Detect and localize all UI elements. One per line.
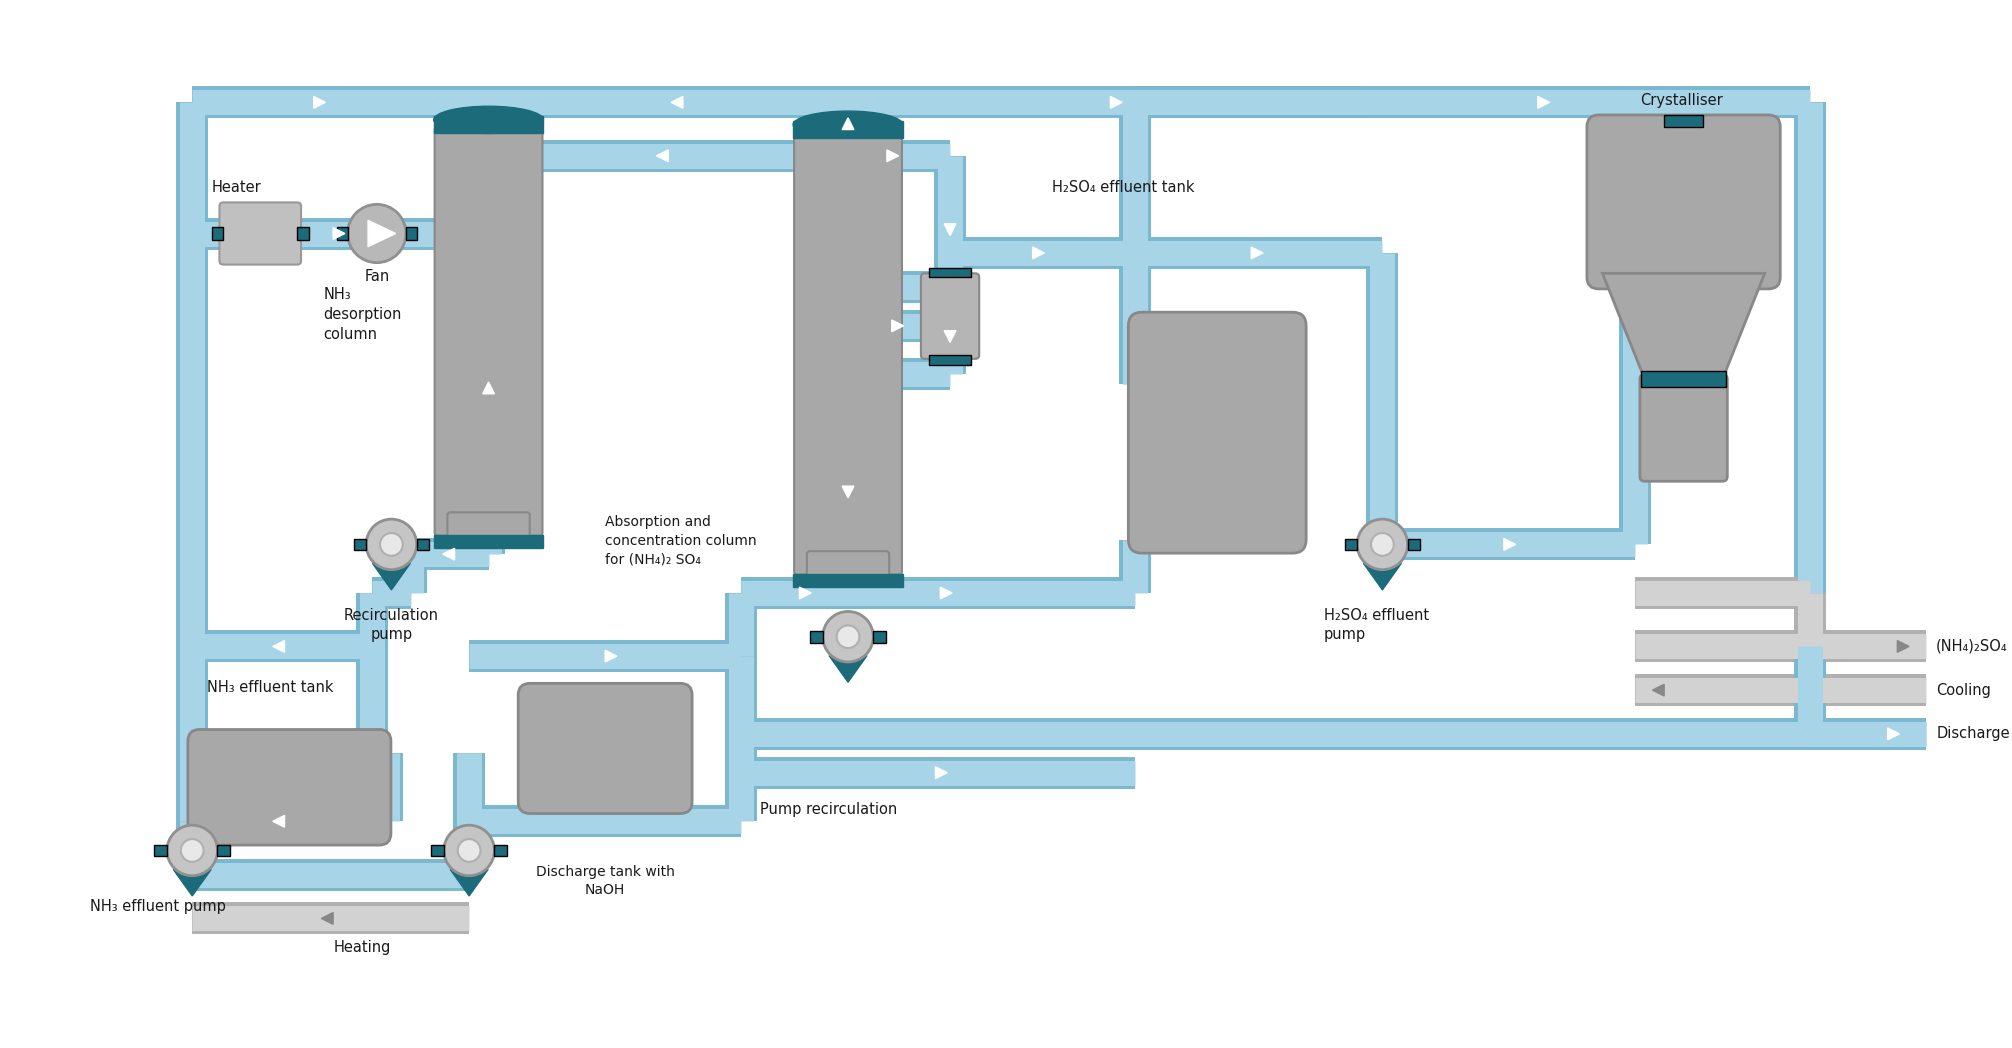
Text: H₂SO₄ effluent
pump: H₂SO₄ effluent pump [1324,608,1429,642]
FancyBboxPatch shape [795,131,901,574]
Text: H₂SO₄ effluent tank: H₂SO₄ effluent tank [1052,179,1195,195]
Polygon shape [1602,274,1765,379]
FancyBboxPatch shape [930,355,972,365]
Circle shape [380,533,402,555]
Polygon shape [1897,640,1909,652]
FancyBboxPatch shape [187,729,390,845]
FancyBboxPatch shape [930,267,972,278]
Circle shape [1370,533,1394,555]
Polygon shape [372,564,410,590]
FancyBboxPatch shape [217,845,229,856]
FancyBboxPatch shape [519,683,692,813]
Polygon shape [944,224,956,236]
FancyBboxPatch shape [298,226,308,240]
Text: Heater: Heater [211,179,262,195]
Ellipse shape [793,111,903,138]
Polygon shape [443,548,455,560]
Circle shape [459,839,481,861]
FancyBboxPatch shape [447,512,529,545]
Circle shape [348,204,406,263]
Circle shape [823,611,873,662]
FancyBboxPatch shape [793,573,903,587]
Polygon shape [799,587,811,598]
Text: NH₃ effluent pump: NH₃ effluent pump [91,899,225,914]
Polygon shape [656,150,668,161]
FancyBboxPatch shape [155,845,167,856]
Polygon shape [334,227,344,239]
Polygon shape [1364,564,1400,590]
FancyBboxPatch shape [1664,115,1702,127]
FancyBboxPatch shape [1642,371,1726,387]
FancyBboxPatch shape [921,274,980,358]
FancyBboxPatch shape [1129,312,1306,553]
Polygon shape [843,117,853,130]
Polygon shape [1032,247,1044,259]
FancyBboxPatch shape [1344,539,1358,550]
Text: Heating: Heating [334,940,390,955]
FancyBboxPatch shape [495,845,507,856]
Circle shape [167,825,217,876]
Text: Fan: Fan [364,269,390,284]
Text: Cooling: Cooling [1936,682,1992,698]
FancyBboxPatch shape [336,226,348,240]
Polygon shape [829,656,867,682]
Ellipse shape [435,106,543,133]
Circle shape [181,839,203,861]
FancyBboxPatch shape [1640,374,1728,481]
Polygon shape [1503,539,1515,550]
FancyBboxPatch shape [211,226,223,240]
Polygon shape [936,767,948,779]
FancyBboxPatch shape [219,202,302,264]
Text: Discharge: Discharge [1936,726,2010,741]
Polygon shape [606,650,618,662]
Text: NH₃
desorption
column: NH₃ desorption column [324,287,402,342]
FancyBboxPatch shape [354,539,366,550]
Polygon shape [843,486,853,498]
Text: Crystalliser: Crystalliser [1640,93,1722,108]
FancyBboxPatch shape [406,226,416,240]
Polygon shape [368,220,396,246]
Polygon shape [944,331,956,343]
Circle shape [1358,519,1408,570]
Circle shape [445,825,495,876]
FancyBboxPatch shape [431,845,445,856]
Polygon shape [1251,247,1264,259]
FancyBboxPatch shape [435,116,543,133]
Text: NH₃ effluent tank: NH₃ effluent tank [207,680,334,695]
Text: (NH₄)₂SO₄: (NH₄)₂SO₄ [1936,639,2008,654]
Polygon shape [940,587,952,598]
FancyBboxPatch shape [435,127,543,536]
FancyBboxPatch shape [811,631,823,642]
Polygon shape [891,320,903,331]
Polygon shape [887,150,899,161]
Polygon shape [1537,96,1549,108]
Polygon shape [274,640,284,652]
Polygon shape [672,96,682,108]
FancyBboxPatch shape [807,551,889,584]
FancyBboxPatch shape [435,534,543,548]
Circle shape [837,626,859,648]
Polygon shape [173,870,211,896]
FancyBboxPatch shape [416,539,429,550]
FancyBboxPatch shape [873,631,885,642]
Text: Pump recirculation: Pump recirculation [761,802,897,816]
FancyBboxPatch shape [793,121,903,138]
Polygon shape [1652,684,1664,696]
Polygon shape [483,383,495,394]
Text: Absorption and
concentration column
for (NH₄)₂ SO₄: Absorption and concentration column for … [606,516,757,566]
Polygon shape [1887,728,1899,740]
Polygon shape [1111,96,1123,108]
Polygon shape [451,870,489,896]
Text: Discharge tank with
NaOH: Discharge tank with NaOH [535,865,674,897]
Polygon shape [322,913,334,924]
FancyBboxPatch shape [1587,115,1781,289]
Polygon shape [274,815,284,827]
Circle shape [366,519,416,570]
Text: Recirculation
pump: Recirculation pump [344,608,439,642]
FancyBboxPatch shape [1408,539,1420,550]
Polygon shape [314,96,326,108]
